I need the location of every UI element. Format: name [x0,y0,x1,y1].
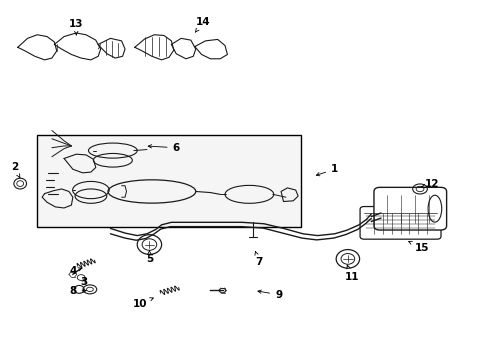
FancyBboxPatch shape [359,207,440,239]
FancyBboxPatch shape [373,187,446,230]
Text: 12: 12 [421,179,439,189]
Text: 15: 15 [408,241,429,253]
Text: 6: 6 [148,143,180,153]
Text: 8: 8 [69,286,86,296]
Text: 11: 11 [344,265,358,282]
Text: 5: 5 [145,251,153,264]
Text: 3: 3 [80,277,87,287]
Text: 9: 9 [257,290,282,300]
Text: 10: 10 [132,298,153,309]
Text: 7: 7 [254,252,262,267]
Text: 4: 4 [69,266,82,276]
Bar [37,135,300,226]
Text: 1: 1 [316,164,338,176]
Text: 14: 14 [195,17,210,32]
Text: 2: 2 [11,162,20,178]
Text: 13: 13 [69,19,83,35]
